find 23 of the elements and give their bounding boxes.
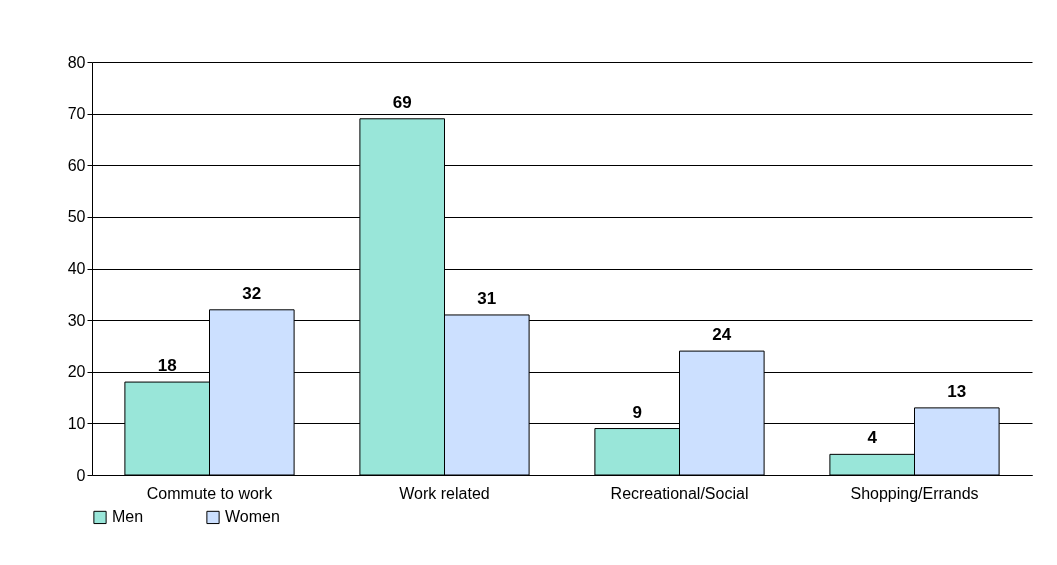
y-tick-label: 50 [67, 208, 86, 226]
y-tick-label: 10 [67, 414, 86, 432]
y-tick-label: 80 [67, 53, 86, 71]
x-tick-label: Recreational/Social [610, 484, 749, 502]
y-tick-label: 40 [67, 260, 86, 277]
y-tick-label: 0 [76, 466, 86, 484]
data-label: 24 [712, 325, 732, 345]
data-label: 18 [157, 356, 177, 376]
data-label: 31 [477, 288, 497, 308]
data-label: 69 [392, 92, 412, 112]
data-label: 32 [242, 283, 262, 303]
data-label: 9 [632, 402, 642, 422]
x-tick-label: Work related [399, 484, 490, 502]
y-tick-label: 60 [67, 156, 86, 174]
legend-label: Women [225, 508, 280, 526]
y-tick-label: 30 [67, 311, 86, 329]
data-label: 13 [947, 381, 967, 401]
legend-label: Men [112, 508, 144, 526]
x-tick-label: Commute to work [146, 484, 274, 502]
data-label: 4 [867, 428, 878, 448]
x-tick-label: Shopping/Errands [850, 484, 979, 502]
y-tick-label: 70 [67, 105, 86, 123]
y-tick-label: 20 [67, 363, 86, 381]
